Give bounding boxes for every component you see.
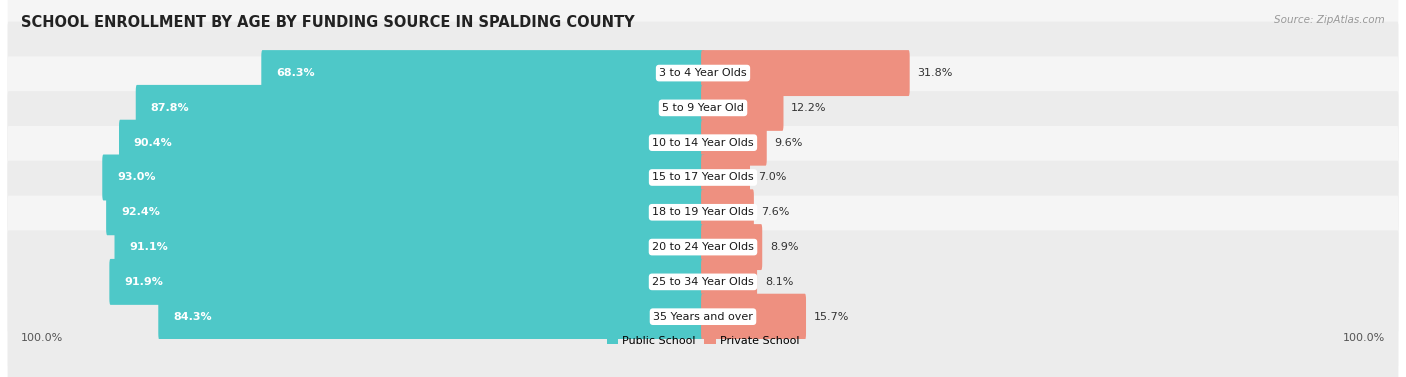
FancyBboxPatch shape xyxy=(136,85,704,131)
Text: 3 to 4 Year Olds: 3 to 4 Year Olds xyxy=(659,68,747,78)
FancyBboxPatch shape xyxy=(702,259,756,305)
FancyBboxPatch shape xyxy=(7,196,1399,368)
FancyBboxPatch shape xyxy=(105,189,704,235)
FancyBboxPatch shape xyxy=(114,224,704,270)
FancyBboxPatch shape xyxy=(7,0,1399,159)
Text: 20 to 24 Year Olds: 20 to 24 Year Olds xyxy=(652,242,754,252)
Text: 93.0%: 93.0% xyxy=(117,173,156,182)
Text: 100.0%: 100.0% xyxy=(1343,333,1385,343)
Text: 18 to 19 Year Olds: 18 to 19 Year Olds xyxy=(652,207,754,217)
Text: 15.7%: 15.7% xyxy=(814,312,849,322)
Text: 31.8%: 31.8% xyxy=(917,68,953,78)
Text: 10 to 14 Year Olds: 10 to 14 Year Olds xyxy=(652,138,754,148)
FancyBboxPatch shape xyxy=(702,85,783,131)
FancyBboxPatch shape xyxy=(7,230,1399,377)
Text: 90.4%: 90.4% xyxy=(134,138,173,148)
Text: 92.4%: 92.4% xyxy=(121,207,160,217)
FancyBboxPatch shape xyxy=(120,120,704,166)
Text: 84.3%: 84.3% xyxy=(173,312,212,322)
FancyBboxPatch shape xyxy=(702,50,910,96)
Text: 8.1%: 8.1% xyxy=(765,277,793,287)
FancyBboxPatch shape xyxy=(702,155,749,201)
Text: 35 Years and over: 35 Years and over xyxy=(652,312,754,322)
FancyBboxPatch shape xyxy=(7,161,1399,333)
Text: 15 to 17 Year Olds: 15 to 17 Year Olds xyxy=(652,173,754,182)
Text: 8.9%: 8.9% xyxy=(770,242,799,252)
FancyBboxPatch shape xyxy=(702,224,762,270)
Text: 25 to 34 Year Olds: 25 to 34 Year Olds xyxy=(652,277,754,287)
FancyBboxPatch shape xyxy=(159,294,704,340)
Text: 87.8%: 87.8% xyxy=(150,103,190,113)
Text: 68.3%: 68.3% xyxy=(276,68,315,78)
Text: Source: ZipAtlas.com: Source: ZipAtlas.com xyxy=(1274,15,1385,25)
FancyBboxPatch shape xyxy=(702,294,806,340)
Legend: Public School, Private School: Public School, Private School xyxy=(606,335,800,345)
FancyBboxPatch shape xyxy=(262,50,704,96)
Text: 91.1%: 91.1% xyxy=(129,242,169,252)
Text: 5 to 9 Year Old: 5 to 9 Year Old xyxy=(662,103,744,113)
Text: 7.6%: 7.6% xyxy=(762,207,790,217)
Text: SCHOOL ENROLLMENT BY AGE BY FUNDING SOURCE IN SPALDING COUNTY: SCHOOL ENROLLMENT BY AGE BY FUNDING SOUR… xyxy=(21,15,634,30)
FancyBboxPatch shape xyxy=(702,120,766,166)
Text: 9.6%: 9.6% xyxy=(775,138,803,148)
FancyBboxPatch shape xyxy=(110,259,704,305)
FancyBboxPatch shape xyxy=(7,57,1399,229)
FancyBboxPatch shape xyxy=(103,155,704,201)
Text: 91.9%: 91.9% xyxy=(124,277,163,287)
FancyBboxPatch shape xyxy=(7,126,1399,299)
FancyBboxPatch shape xyxy=(7,91,1399,264)
Text: 12.2%: 12.2% xyxy=(792,103,827,113)
FancyBboxPatch shape xyxy=(7,21,1399,194)
Text: 100.0%: 100.0% xyxy=(21,333,63,343)
FancyBboxPatch shape xyxy=(702,189,754,235)
Text: 7.0%: 7.0% xyxy=(758,173,786,182)
